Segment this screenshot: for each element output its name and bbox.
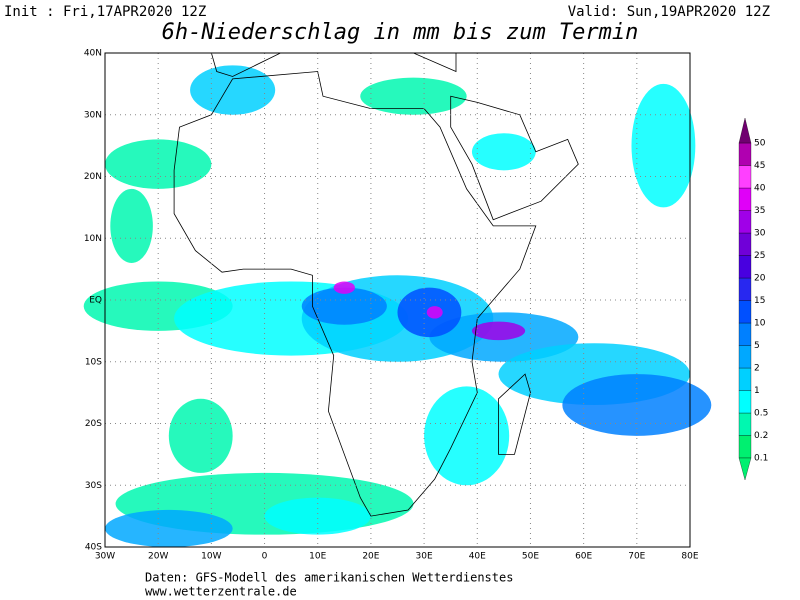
coastline — [450, 95, 579, 221]
colorbar-label: 20 — [754, 274, 766, 284]
colorbar-segment — [738, 255, 752, 279]
precip-area — [110, 188, 153, 263]
lon-label: 30E — [416, 552, 433, 562]
lat-label: 10N — [84, 234, 102, 244]
lon-label: 20W — [148, 552, 168, 562]
colorbar-bottom — [738, 457, 752, 481]
precip-area — [471, 133, 536, 171]
colorbar-label: 2 — [754, 364, 760, 374]
lat-label: 30S — [85, 481, 102, 491]
lat-label: EQ — [89, 296, 102, 306]
map — [83, 52, 712, 548]
colorbar-label: 0.2 — [754, 431, 768, 441]
lat-label: 10S — [85, 357, 102, 367]
colorbar-segment — [738, 435, 752, 459]
colorbar-segment — [738, 232, 752, 256]
lon-label: 10W — [201, 552, 221, 562]
precip-area — [471, 321, 526, 341]
precip-area — [360, 77, 467, 115]
colorbar-segment — [738, 277, 752, 301]
colorbar-label: 5 — [754, 341, 760, 351]
coastline — [498, 373, 531, 455]
lon-label: 20E — [362, 552, 379, 562]
valid-time: Valid: Sun,19APR2020 12Z — [568, 4, 770, 20]
colorbar-segment — [738, 187, 752, 211]
colorbar-label: 40 — [754, 184, 766, 194]
precip-area — [168, 398, 233, 473]
footer-site: www.wetterzentrale.de — [145, 585, 297, 599]
map-title: 6h-Niederschlag in mm bis zum Termin — [162, 20, 639, 45]
init-time: Init : Fri,17APR2020 12Z — [4, 4, 206, 20]
colorbar-top — [738, 117, 752, 144]
lon-label: 40E — [469, 552, 486, 562]
lat-label: 40N — [84, 49, 102, 59]
lon-label: 80E — [681, 552, 698, 562]
colorbar-label: 35 — [754, 206, 765, 216]
lat-label: 20S — [85, 419, 102, 429]
colorbar-label: 1 — [754, 386, 760, 396]
colorbar-segment — [738, 300, 752, 324]
colorbar-label: 30 — [754, 229, 766, 239]
lon-label: 60E — [575, 552, 592, 562]
precip-area — [631, 83, 696, 208]
colorbar-label: 25 — [754, 251, 765, 261]
colorbar-label: 45 — [754, 161, 765, 171]
footer-source: Daten: GFS-Modell des amerikanischen Wet… — [145, 571, 513, 585]
precip-area — [424, 386, 510, 486]
colorbar-segment — [738, 345, 752, 369]
lon-label: 0 — [262, 552, 268, 562]
precip-area — [333, 281, 355, 294]
colorbar-segment — [738, 367, 752, 391]
precip-area — [104, 509, 233, 548]
precip-area — [190, 65, 276, 115]
precip-area — [426, 306, 443, 319]
lat-label: 20N — [84, 172, 102, 182]
lon-label: 70E — [628, 552, 645, 562]
colorbar-label: 10 — [754, 319, 766, 329]
precip-area — [264, 497, 371, 535]
map-frame — [104, 52, 691, 548]
colorbar-segment — [738, 210, 752, 234]
colorbar-segment — [738, 412, 752, 436]
lon-label: 10E — [309, 552, 326, 562]
coastline — [173, 71, 537, 517]
colorbar-label: 0.1 — [754, 454, 768, 464]
lat-label: 40S — [85, 543, 102, 553]
precip-area — [104, 139, 212, 189]
lon-label: 30W — [95, 552, 115, 562]
colorbar-segment — [738, 165, 752, 189]
colorbar-segment — [738, 390, 752, 414]
colorbar-segment — [738, 322, 752, 346]
colorbar-segment — [738, 142, 752, 166]
lon-label: 50E — [522, 552, 539, 562]
lat-label: 30N — [84, 110, 102, 120]
colorbar-label: 50 — [754, 139, 766, 149]
colorbar-label: 15 — [754, 296, 765, 306]
precip-area — [562, 374, 712, 436]
colorbar-label: 0.5 — [754, 409, 768, 419]
precip-area — [301, 287, 387, 325]
